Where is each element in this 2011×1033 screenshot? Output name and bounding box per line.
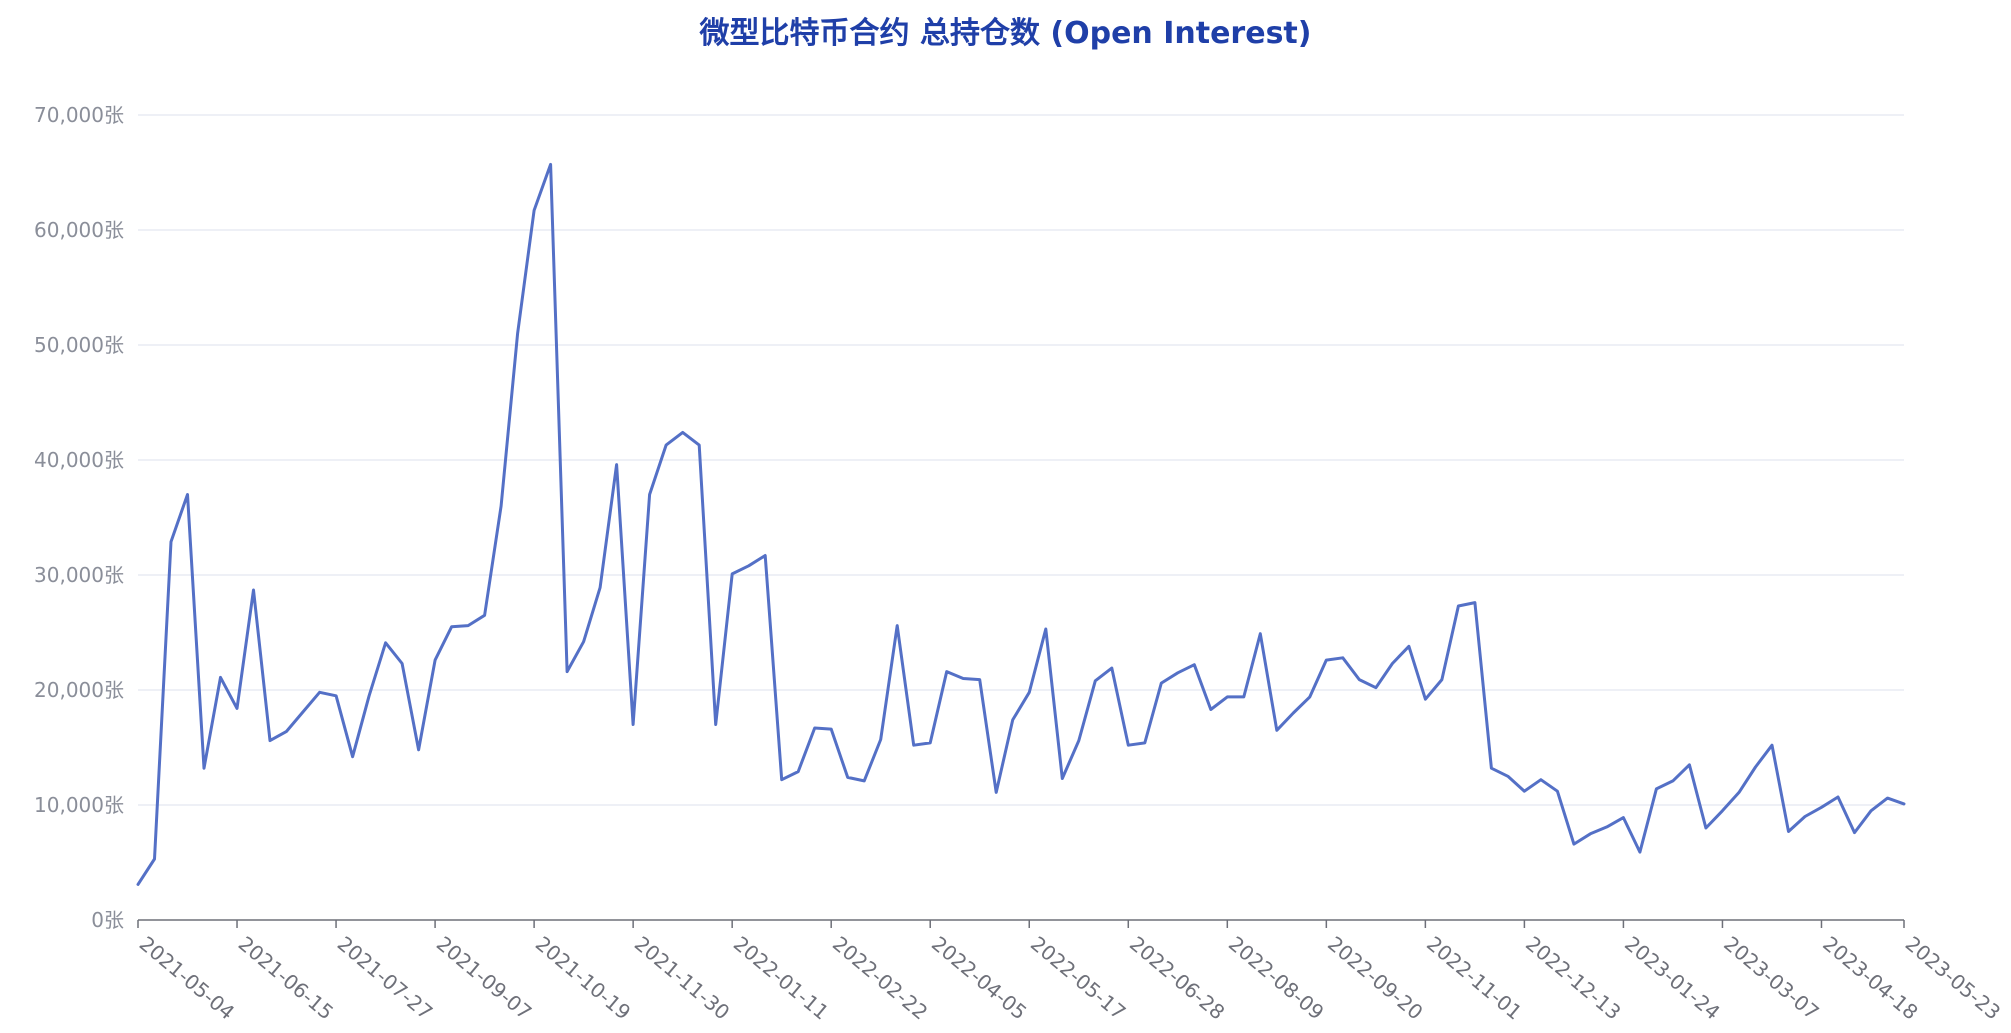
grid-lines: [138, 114, 1904, 806]
x-tick-label: 2023-01-24: [1620, 931, 1724, 1024]
x-tick-label: 2022-11-01: [1422, 931, 1526, 1024]
x-tick-label: 2022-05-17: [1026, 931, 1130, 1024]
x-tick-label: 2021-07-27: [333, 931, 437, 1024]
y-tick-label: 0张: [91, 908, 124, 932]
x-tick-label: 2022-01-11: [729, 931, 833, 1024]
x-tick-label: 2022-08-09: [1224, 931, 1328, 1024]
y-tick-label: 10,000张: [34, 793, 124, 817]
y-axis-tick-labels: 0张 10,000张 20,000张 30,000张 40,000张 50,000张 60,…: [34, 103, 124, 932]
series-layer: [136, 162, 1906, 886]
y-tick-label: 20,000张: [34, 678, 124, 702]
x-tick-label: 2022-04-05: [927, 931, 1031, 1024]
x-tick-label: 2021-10-19: [531, 931, 635, 1024]
y-tick-label: 30,000张: [34, 563, 124, 587]
y-tick-label: 50,000张: [34, 333, 124, 357]
x-tick-label: 2022-06-28: [1125, 931, 1229, 1024]
chart-title: 微型比特币合约 总持仓数 (Open Interest): [699, 16, 1312, 51]
x-tick-label: 2021-11-30: [630, 931, 734, 1024]
y-tick-label: 60,000张: [34, 218, 124, 242]
x-tick-label: 2022-09-20: [1323, 931, 1427, 1024]
x-tick-label: 2021-09-07: [432, 931, 536, 1024]
x-tick-label: 2022-02-22: [828, 931, 932, 1024]
x-tick-label: 2021-05-04: [135, 931, 239, 1024]
series-line: [136, 162, 1906, 886]
x-tick-label: 2022-12-13: [1521, 931, 1625, 1024]
x-axis: 2021-05-042021-06-152021-07-272021-09-07…: [135, 919, 2005, 1025]
x-tick-label: 2021-06-15: [234, 931, 338, 1024]
x-tick-label: 2023-03-07: [1719, 931, 1823, 1024]
y-tick-label: 40,000张: [34, 448, 124, 472]
y-tick-label: 70,000张: [34, 103, 124, 127]
